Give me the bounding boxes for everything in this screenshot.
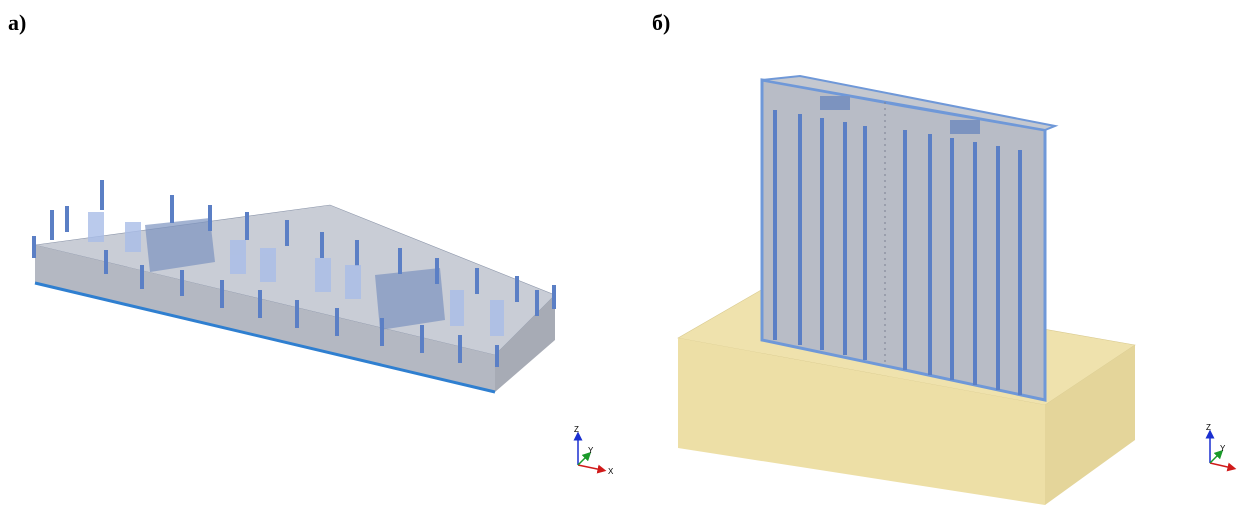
wall-core	[375, 268, 445, 330]
axis-label: X	[608, 467, 614, 476]
figure: а)	[0, 0, 1243, 506]
panel-label: а)	[8, 10, 26, 35]
axis-label: Z	[1206, 423, 1211, 432]
slab-model	[32, 180, 556, 392]
axis-triad: Z Y	[1206, 423, 1232, 468]
panel-b: б) Z Y	[652, 10, 1232, 505]
panel-a: а)	[8, 10, 614, 476]
axis-triad: Z Y X	[574, 425, 614, 476]
axis-label: Y	[1220, 444, 1226, 453]
axis-label: Z	[574, 425, 579, 434]
axis-label: Y	[588, 446, 594, 455]
panel-label: б)	[652, 10, 670, 35]
